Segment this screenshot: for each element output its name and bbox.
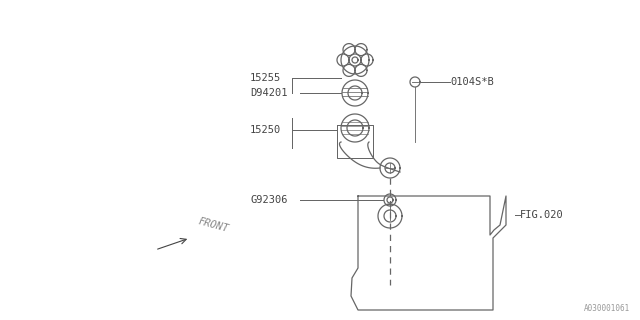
Text: 15250: 15250 [250, 125, 281, 135]
Text: D94201: D94201 [250, 88, 287, 98]
Text: A030001061: A030001061 [584, 304, 630, 313]
Text: G92306: G92306 [250, 195, 287, 205]
Text: 15255: 15255 [250, 73, 281, 83]
Text: 0104S*B: 0104S*B [450, 77, 493, 87]
Text: FIG.020: FIG.020 [520, 210, 564, 220]
Text: FRONT: FRONT [197, 216, 230, 234]
